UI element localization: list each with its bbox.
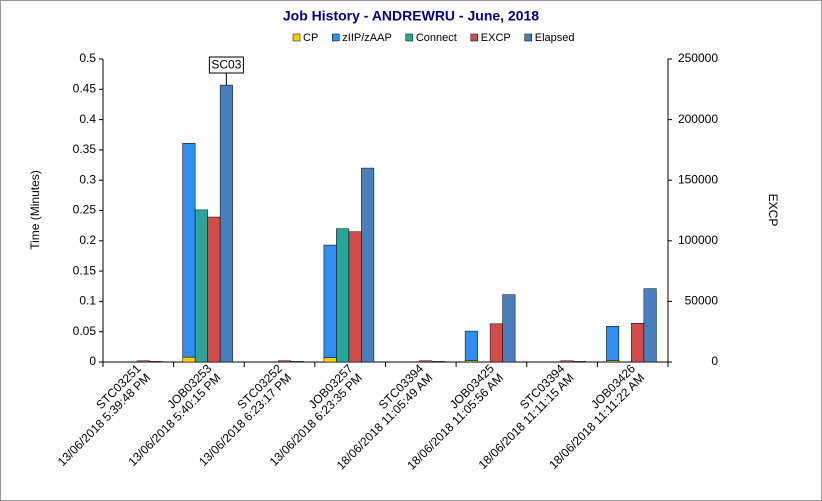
bar	[606, 325, 620, 362]
y2-tick-label: 150000	[678, 172, 718, 186]
legend-swatch	[524, 33, 533, 42]
bar	[194, 209, 208, 363]
bar	[323, 357, 337, 363]
y-tick-label: 0.45	[73, 81, 97, 95]
y2-tick-label: 50000	[685, 294, 719, 308]
bar	[560, 360, 574, 363]
legend-label: Elapsed	[535, 32, 575, 44]
annotation-box	[208, 56, 244, 74]
chart-title: Job History - ANDREWRU - June, 2018	[283, 8, 539, 24]
legend-label: EXCP	[481, 32, 511, 44]
y-tick-label: 0.15	[73, 263, 97, 277]
bar	[290, 361, 304, 363]
legend-label: CP	[303, 32, 318, 44]
bar	[431, 361, 445, 363]
bar	[643, 288, 657, 363]
y2-tick-label: 200000	[678, 112, 718, 126]
y-tick-label: 0.2	[79, 233, 96, 247]
bar	[323, 244, 337, 359]
y-tick-label: 0.4	[79, 112, 96, 126]
y2-tick-label: 250000	[678, 51, 718, 65]
bar	[136, 360, 150, 363]
y-axis-title: Time (Minutes)	[28, 170, 42, 250]
y-tick-label: 0.05	[73, 324, 97, 338]
bar	[464, 330, 478, 362]
bar	[278, 360, 291, 363]
bar	[348, 231, 362, 363]
bar	[573, 361, 586, 363]
y2-tick-label: 100000	[678, 233, 718, 247]
bar	[631, 322, 645, 363]
y2-axis-title: EXCP	[766, 194, 780, 227]
bar	[361, 167, 375, 363]
bar	[182, 356, 196, 363]
y-tick-label: 0.25	[73, 203, 97, 217]
y-tick-label: 0.3	[79, 172, 96, 186]
bar	[149, 361, 163, 363]
legend-swatch	[332, 33, 340, 42]
bar	[336, 228, 350, 363]
bar	[489, 323, 503, 363]
annotation: SC03	[211, 58, 241, 72]
bar	[219, 84, 233, 363]
y-tick-label: 0.35	[73, 142, 97, 156]
y-tick-label: 0.5	[79, 51, 96, 65]
legend-swatch	[470, 33, 479, 42]
legend: CP zIIP/zAAP Connect EXCP Elapsed	[292, 32, 575, 44]
y-tick-label: 0.1	[79, 294, 96, 308]
legend-label: zIIP/zAAP	[342, 32, 392, 44]
y2-tick-label: 0	[711, 354, 718, 368]
bar	[502, 294, 516, 363]
bar	[207, 216, 221, 363]
legend-label: Connect	[416, 32, 457, 44]
bar	[182, 142, 196, 358]
legend-swatch	[405, 33, 414, 42]
bar	[419, 360, 433, 363]
y-tick-label: 0	[89, 354, 96, 368]
legend-swatch	[292, 33, 301, 42]
